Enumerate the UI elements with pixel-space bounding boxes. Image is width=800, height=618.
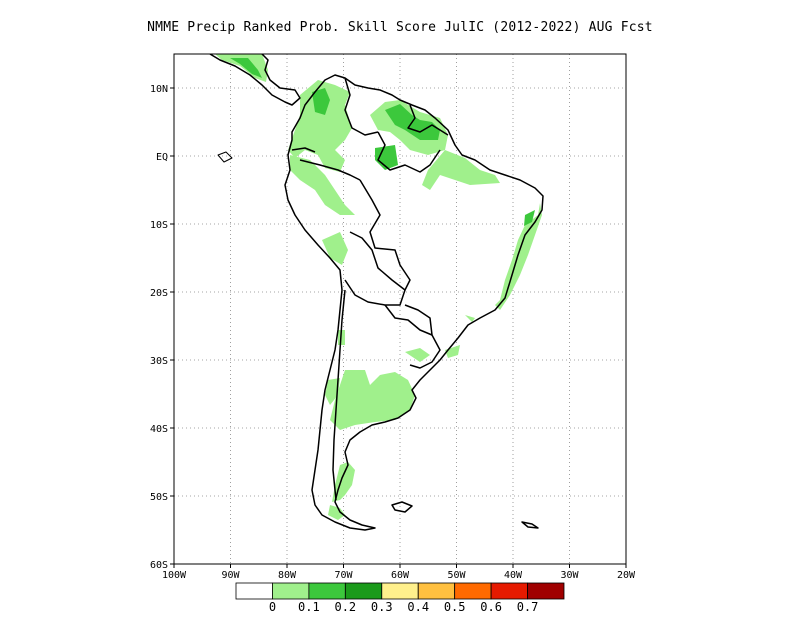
lat-tick-label: 20S bbox=[150, 288, 168, 299]
border-colombia-peru bbox=[299, 159, 361, 181]
lat-tick-label: 40S bbox=[150, 424, 168, 435]
colorbar-swatch bbox=[272, 582, 310, 600]
lat-tick-label: 10N bbox=[150, 84, 168, 95]
coastlines bbox=[209, 54, 544, 531]
lat-tick-label: EQ bbox=[156, 152, 168, 163]
skill-region-brazil-east-dark bbox=[524, 210, 535, 226]
skill-region-amazon-north bbox=[422, 150, 500, 190]
lon-tick-label: 50W bbox=[447, 570, 466, 581]
border-brazil-west bbox=[359, 179, 411, 291]
lon-tick-label: 20W bbox=[617, 570, 636, 581]
lon-tick-label: 70W bbox=[334, 570, 353, 581]
colorbar-label: 0.5 bbox=[444, 600, 466, 614]
colorbar-label: 0.3 bbox=[371, 600, 393, 614]
skill-region-patagonia-south bbox=[328, 505, 345, 520]
galapagos bbox=[217, 151, 233, 163]
skill-region-brazil-south bbox=[465, 315, 475, 322]
skill-region-chile-central bbox=[325, 378, 340, 405]
colorbar-swatch bbox=[344, 582, 383, 600]
skill-shading bbox=[215, 54, 542, 520]
lat-tick-label: 60S bbox=[150, 560, 168, 571]
skill-region-uruguay bbox=[405, 348, 430, 362]
skill-region-colombia bbox=[288, 80, 352, 172]
skill-region-guiana-inner bbox=[375, 145, 398, 170]
colorbar-swatch bbox=[235, 582, 273, 600]
colorbar-label: 0 bbox=[269, 600, 276, 614]
lon-tick-label: 80W bbox=[278, 570, 297, 581]
skill-region-colombia-dark bbox=[312, 88, 330, 115]
central-america-coastline bbox=[209, 54, 301, 106]
border-ecuador bbox=[291, 147, 316, 153]
map-axes: 100W 90W 80W 70W 60W 50W 40W 30W 20W 10N EQ 10S 20S 3… bbox=[150, 84, 636, 581]
colorbar-label: 0.1 bbox=[298, 600, 320, 614]
border-argentina-chile bbox=[332, 289, 346, 501]
skill-region-uruguay-east bbox=[445, 345, 460, 358]
colorbar-label: 0.7 bbox=[517, 600, 539, 614]
border-amazon bbox=[377, 131, 441, 173]
border-paraguay bbox=[384, 304, 433, 336]
colorbar-swatch bbox=[490, 582, 528, 600]
lon-tick-label: 40W bbox=[504, 570, 523, 581]
skill-region-brazil-east bbox=[495, 203, 542, 310]
border-bolivia bbox=[344, 231, 406, 306]
skill-region-bolivia bbox=[322, 232, 348, 265]
skill-region-central-america-mid bbox=[230, 58, 262, 78]
colorbar-swatch bbox=[417, 582, 456, 600]
border-argentina-brazil bbox=[409, 334, 441, 369]
chart-title: NMME Precip Ranked Prob. Skill Score Jul… bbox=[147, 20, 653, 35]
lat-tick-label: 50S bbox=[150, 492, 168, 503]
border-colombia-venezuela bbox=[344, 77, 379, 136]
colorbar-label: 0.4 bbox=[407, 600, 429, 614]
lon-tick-label: 30W bbox=[560, 570, 579, 581]
south-georgia bbox=[521, 521, 539, 529]
skill-region-peru bbox=[290, 155, 355, 215]
lat-tick-label: 10S bbox=[150, 220, 168, 231]
colorbar-swatch bbox=[308, 582, 346, 600]
lon-tick-label: 60W bbox=[391, 570, 410, 581]
colorbar: 0 0.1 0.2 0.3 0.4 0.5 0.6 0.7 bbox=[235, 582, 565, 614]
lat-tick-label: 30S bbox=[150, 356, 168, 367]
skill-region-argentina-central bbox=[330, 370, 415, 430]
lon-tick-label: 100W bbox=[162, 570, 187, 581]
colorbar-swatch bbox=[381, 582, 419, 600]
colorbar-label: 0.2 bbox=[334, 600, 356, 614]
colorbar-swatch bbox=[454, 582, 492, 600]
border-guianas bbox=[407, 104, 449, 136]
colorbar-swatch bbox=[527, 582, 565, 600]
south-america-coastline bbox=[284, 74, 544, 531]
falklands bbox=[391, 501, 413, 513]
lon-tick-label: 90W bbox=[221, 570, 240, 581]
colorbar-label: 0.6 bbox=[480, 600, 502, 614]
